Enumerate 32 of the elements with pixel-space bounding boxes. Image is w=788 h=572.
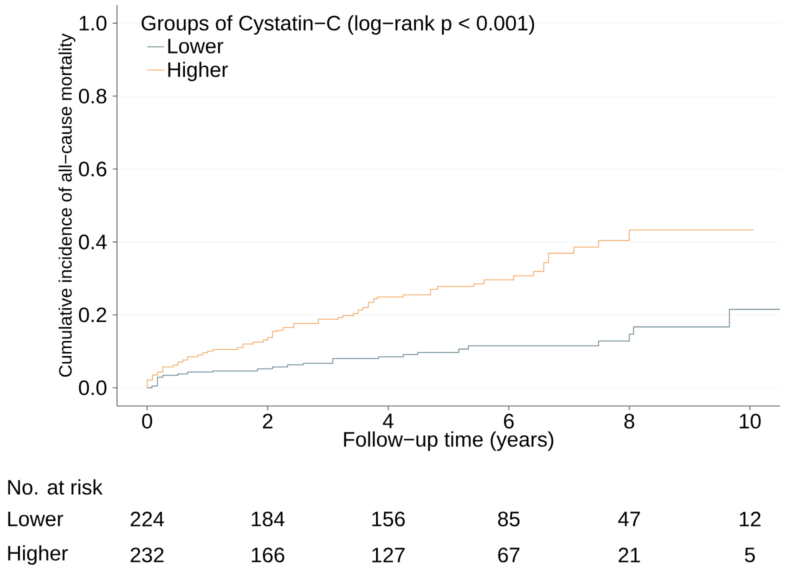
legend-title: Groups of Cystatin−C (log−rank p < 0.001) <box>142 15 534 35</box>
legend-label: Lower <box>168 38 224 54</box>
y-tick-label: 0.2 <box>78 307 106 322</box>
text: Lower <box>8 512 64 526</box>
text: 127 <box>372 548 405 562</box>
y-tick-label: 0.8 <box>78 88 106 104</box>
y-tick-label: 0.4 <box>78 234 107 250</box>
text: 85 <box>498 512 520 526</box>
text: 12 <box>740 512 760 526</box>
y-axis-title: Cumulative incidence of all−cause mortality <box>58 33 76 377</box>
x-tick-label: 2 <box>262 414 272 428</box>
text: No. at risk <box>8 479 103 495</box>
text: 21 <box>618 548 640 562</box>
x-tick-label: 8 <box>624 414 634 429</box>
text: 224 <box>130 512 164 526</box>
text: 47 <box>618 512 640 526</box>
x-tick-label: 10 <box>740 414 761 429</box>
text: Higher <box>8 545 68 565</box>
text: 184 <box>252 512 285 526</box>
legend-label: Higher <box>168 62 228 82</box>
x-axis-title: Follow−up time (years) <box>344 431 554 451</box>
x-tick-label: 0 <box>142 414 152 429</box>
x-tick-label: 4 <box>382 414 394 428</box>
text: 232 <box>130 548 164 562</box>
x-tick-label: 6 <box>504 414 514 429</box>
y-tick-label: 0.0 <box>78 380 106 396</box>
text: 5 <box>744 548 755 562</box>
text: 67 <box>498 548 520 562</box>
text: 166 <box>252 548 284 562</box>
text: 156 <box>372 512 405 526</box>
y-tick-label: 1.0 <box>80 16 106 31</box>
y-tick-label: 0.6 <box>78 162 106 176</box>
